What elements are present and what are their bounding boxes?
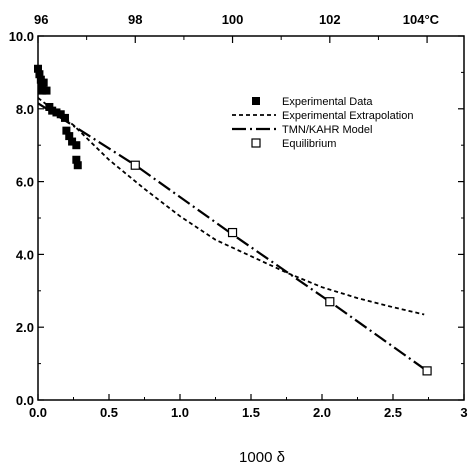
legend-label: Equilibrium — [282, 138, 336, 150]
legend-symbol-open-square — [251, 138, 261, 148]
legend-symbol-filled-square — [252, 97, 260, 105]
data-point-experimental — [62, 126, 71, 135]
legend-label: Experimental Extrapolation — [282, 110, 413, 122]
top-tick-label: 104°C — [403, 12, 440, 27]
data-point-experimental — [68, 137, 77, 146]
data-point-experimental — [35, 70, 44, 79]
series-line-dashed — [37, 97, 425, 316]
data-point-experimental — [65, 132, 74, 141]
legend-label: Experimental Data — [282, 96, 373, 108]
y-tick-label: 4.0 — [16, 247, 34, 262]
plot-area — [38, 36, 464, 400]
data-point-experimental — [39, 78, 48, 87]
x-tick-label: 1.5 — [242, 405, 260, 420]
x-tick-label: 3 — [460, 405, 467, 420]
series-layer — [34, 64, 432, 376]
x-tick-label: 0.5 — [100, 405, 118, 420]
x-axis-title: 1000 δ — [239, 449, 285, 466]
y-tick-label: 8.0 — [16, 102, 34, 117]
data-point-experimental — [48, 106, 57, 115]
top-axis: 96 98 100 102 104°C — [34, 12, 440, 43]
y-tick-label: 10.0 — [9, 29, 34, 44]
data-point-experimental — [38, 86, 47, 95]
data-point-experimental — [56, 110, 65, 119]
data-point-equilibrium — [227, 227, 238, 238]
y-tick-label: 0.0 — [16, 393, 34, 408]
data-point-experimental — [73, 161, 82, 170]
top-tick-label: 100 — [222, 12, 244, 27]
axes: 0.0 0.5 1.0 1.5 2.0 2.5 3 0.0 2.0 4.0 6.0 8.0 10.0 — [9, 29, 468, 420]
data-point-experimental — [60, 113, 69, 122]
top-tick-label: 98 — [128, 12, 142, 27]
data-point-experimental — [34, 64, 42, 73]
legend: Experimental Data Experimental Extrapolat… — [232, 96, 413, 150]
y-tick-label: 6.0 — [16, 175, 34, 190]
x-tick-label: 2.0 — [313, 405, 331, 420]
top-tick-label: 102 — [319, 12, 341, 27]
data-point-equilibrium — [325, 297, 335, 307]
top-tick-label: 96 — [34, 12, 48, 27]
data-point-experimental — [42, 86, 51, 95]
y-tick-label: 2.0 — [16, 320, 34, 335]
legend-label: TMN/KAHR Model — [282, 124, 372, 136]
x-tick-label: 1.0 — [171, 405, 189, 420]
data-point-equilibrium — [422, 366, 432, 376]
data-point-equilibrium — [130, 160, 140, 170]
data-point-experimental — [72, 155, 81, 164]
x-tick-label: 2.5 — [384, 405, 402, 420]
data-point-experimental — [72, 141, 81, 150]
x-tick-label: 0.0 — [29, 405, 47, 420]
data-point-experimental — [52, 108, 61, 117]
